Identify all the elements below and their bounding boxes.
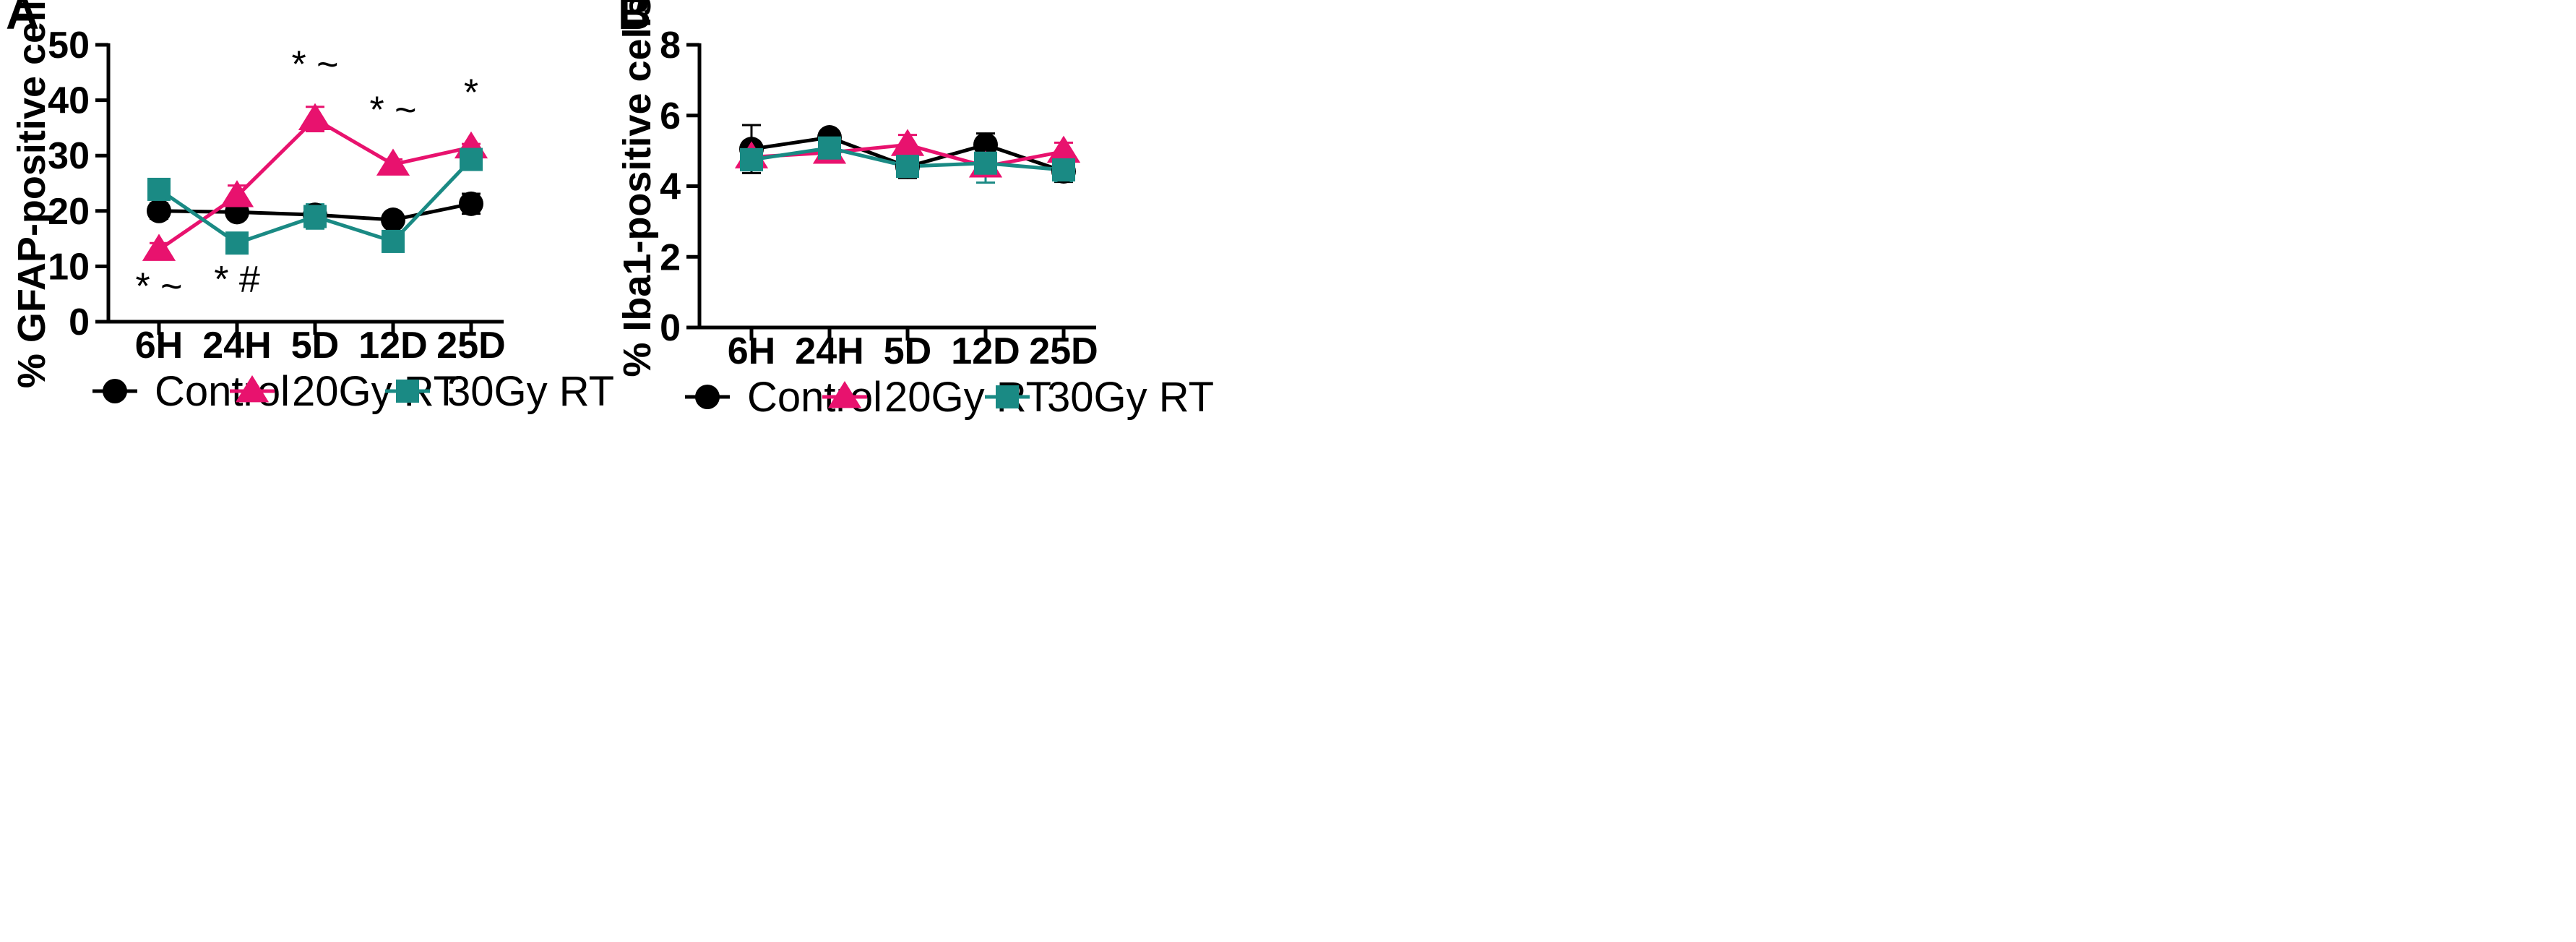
y-tick-label: 2 [660,236,681,278]
y-tick-label: 10 [48,246,90,288]
x-tick-label: 24H [795,330,863,372]
data-point-rt20 [376,148,410,176]
x-tick-label: 25D [436,325,505,367]
data-point-control [459,191,483,216]
y-tick-label: 8 [660,25,681,67]
data-point-control [381,207,405,233]
y-tick-label: 50 [48,25,90,67]
x-tick-label: 25D [1029,330,1098,372]
legend-item-rt20: 20Gy RT [822,374,1051,421]
significance-annotation: * ~ [291,44,338,86]
data-point-rt30 [896,155,919,179]
legend-item-rt20: 20Gy RT [230,368,459,415]
legend-label: 30Gy RT [1047,374,1214,421]
significance-annotation: * # [214,259,260,301]
x-tick-label: 6H [135,325,183,367]
data-point-rt20 [142,234,176,261]
y-tick-label: 0 [660,307,681,349]
panel-letter: B [618,0,651,39]
y-tick-label: 6 [660,95,681,137]
legend-label: 20Gy RT [292,368,459,415]
legend-label: 30Gy RT [447,368,614,415]
series-line-rt30 [158,158,473,245]
data-point-rt30 [147,177,171,201]
legend-marker-rt20 [827,381,862,408]
y-tick-label: 40 [48,80,90,122]
legend-marker-rt20 [235,375,270,403]
y-tick-label: 0 [69,301,90,343]
data-point-rt20 [220,180,254,207]
significance-annotation: * [464,72,478,114]
data-point-rt30 [974,151,997,175]
significance-annotation: * ~ [369,89,416,131]
data-point-rt30 [382,229,405,253]
data-point-rt30 [818,136,841,160]
x-tick-label: 5D [291,325,339,367]
data-point-rt30 [225,231,249,255]
x-tick-label: 12D [951,330,1020,372]
legend-marker-control [695,385,720,409]
data-point-rt20 [298,103,332,131]
y-tick-label: 4 [660,166,681,208]
data-point-rt20 [890,129,925,156]
legend-item-control: Control [92,368,290,415]
legend-marker-rt30 [396,380,419,403]
y-tick-label: 20 [48,191,90,233]
legend-item-rt30: 30Gy RT [385,368,614,415]
x-tick-label: 5D [884,330,931,372]
data-point-rt30 [303,205,327,228]
x-tick-label: 24H [202,325,271,367]
data-point-rt20 [1046,135,1081,163]
data-point-rt30 [1052,158,1075,182]
x-tick-label: 12D [358,325,427,367]
data-point-rt30 [740,147,763,171]
x-tick-label: 6H [728,330,775,372]
panel-b: B 0 2 4 6 8 6H 24H 5D 12D 25D % Iba1-positive cells… [616,0,1214,421]
y-tick-label: 30 [48,135,90,177]
y-axis-label: % Iba1-positive cells [616,0,659,377]
data-point-rt30 [460,147,483,171]
legend-marker-rt30 [996,385,1019,408]
panel-letter: A [6,0,39,39]
legend-marker-control [103,379,127,403]
significance-annotation: * ~ [135,265,182,307]
series-line-rt20 [158,117,472,252]
data-point-control [973,132,998,158]
data-point-control [147,198,171,223]
legend-item-rt30: 30Gy RT [985,374,1214,421]
panel-a: A 0 10 20 30 40 50 6H 24H 5D 12D 25D % GFAP-positive… [6,0,614,415]
y-axis-label: % GFAP-positive cells [10,0,53,388]
